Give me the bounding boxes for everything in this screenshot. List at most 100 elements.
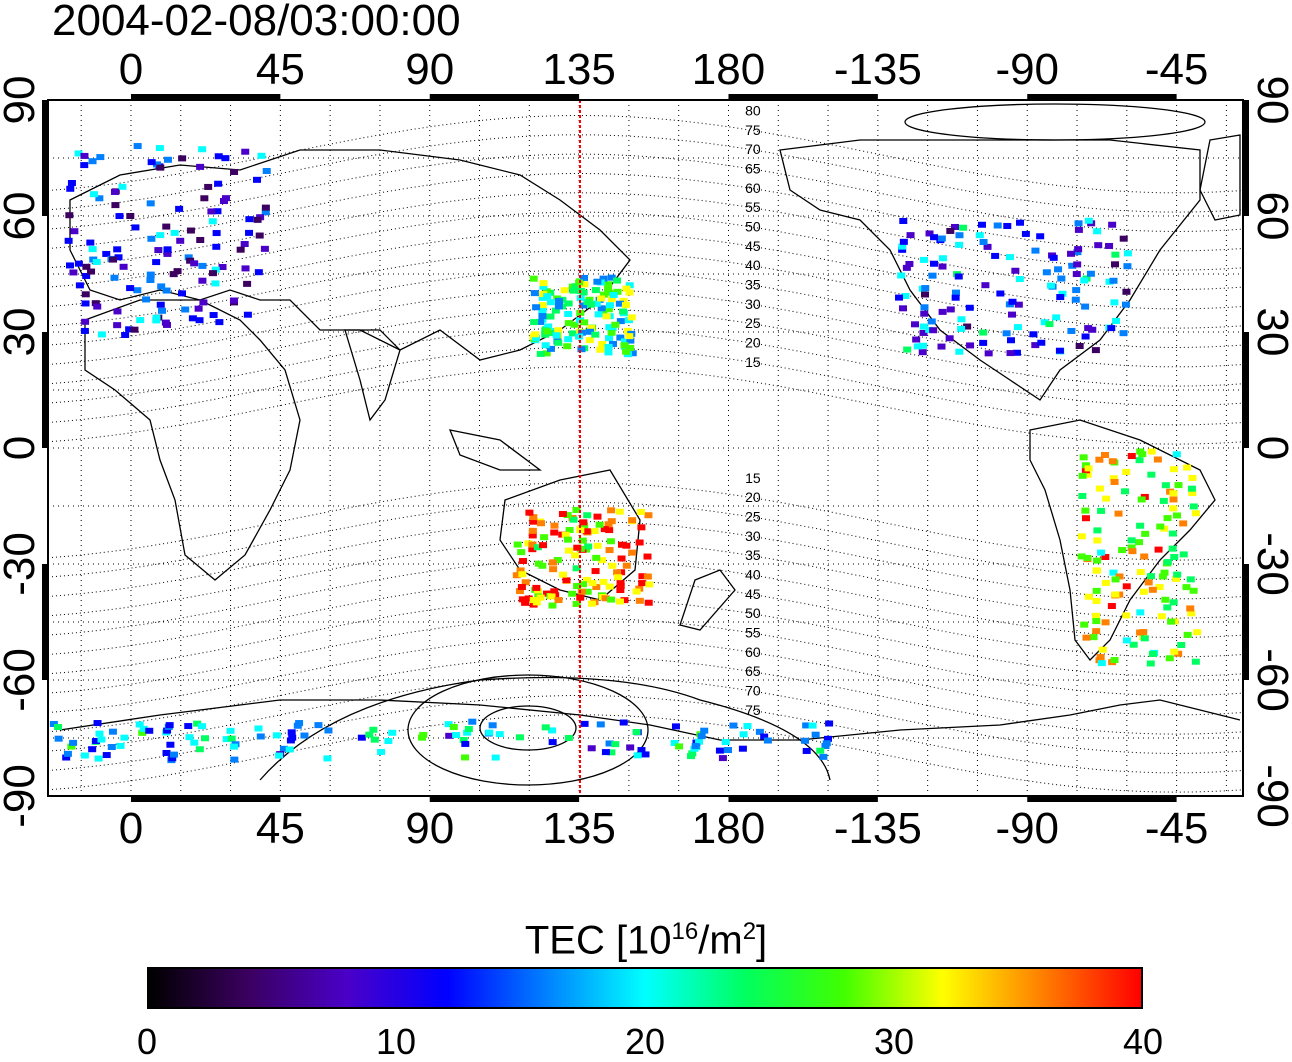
tec-cell-north-america <box>1086 270 1095 277</box>
tec-cell-europe <box>110 188 119 195</box>
lon-label-top: -45 <box>1145 45 1209 94</box>
tec-cell-north-america <box>945 335 954 342</box>
tec-cell-japan <box>615 300 624 307</box>
tec-cell-australia <box>536 520 545 527</box>
lat-label-left: 90 <box>0 76 44 125</box>
tec-cell-south-america <box>1083 471 1092 478</box>
tec-cell-europe <box>243 280 252 287</box>
graticule-grid <box>48 100 1243 796</box>
tec-cell-australia <box>605 583 614 590</box>
tec-cell-antarctica <box>463 729 472 736</box>
tec-cell-europe <box>75 282 84 289</box>
tec-cell-north-america <box>954 273 963 280</box>
tec-cell-north-america <box>1067 327 1076 334</box>
tec-cell-australia <box>528 546 537 553</box>
mlat-label: 70 <box>745 141 761 157</box>
tec-cell-europe <box>109 256 118 263</box>
tec-cell-north-america <box>919 323 928 330</box>
tec-cell-australia <box>573 583 582 590</box>
tec-cell-north-america <box>1015 276 1024 283</box>
frame-bar-bottom <box>130 796 281 802</box>
tec-cell-antarctica <box>801 737 810 744</box>
tec-cell-japan <box>539 291 548 298</box>
tec-cell-australia <box>518 571 527 578</box>
tec-cell-japan <box>623 327 632 334</box>
tec-cell-australia <box>604 521 613 528</box>
mlat-label: 50 <box>745 218 761 234</box>
frame-bar-right <box>1243 564 1249 680</box>
lat-label-left: -30 <box>0 532 44 596</box>
tec-cell-japan <box>541 331 550 338</box>
mlat-label: 70 <box>745 682 761 698</box>
tec-cell-australia <box>565 527 574 534</box>
tec-cell-europe <box>156 232 165 239</box>
tec-cell-north-america <box>937 343 946 350</box>
tec-cell-europe <box>91 300 100 307</box>
mlat-label: 75 <box>745 702 761 718</box>
tec-cell-europe <box>198 277 207 284</box>
tec-cell-antarctica <box>688 750 697 757</box>
tec-cell-antarctica <box>67 743 76 750</box>
tec-cell-antarctica <box>388 729 397 736</box>
colorbar-tick-label: 30 <box>873 1021 915 1062</box>
tec-cell-north-america <box>966 342 975 349</box>
tec-cell-australia <box>601 595 610 602</box>
tec-cell-antarctica <box>697 733 706 740</box>
tec-cell-japan <box>564 311 573 318</box>
tec-cell-europe <box>97 331 106 338</box>
tec-cell-australia <box>521 579 530 586</box>
tec-cell-australia <box>613 569 622 576</box>
tec-cell-australia <box>578 581 587 588</box>
tec-cell-antarctica <box>671 723 680 730</box>
tec-cell-north-america <box>919 329 928 336</box>
tec-cell-australia <box>584 543 593 550</box>
tec-cell-europe <box>119 263 128 270</box>
tec-cell-south-america <box>1079 454 1088 461</box>
tec-cell-japan <box>577 329 586 336</box>
tec-cell-north-america <box>1088 326 1097 333</box>
tec-cell-europe <box>198 146 207 153</box>
tec-cell-australia <box>568 590 577 597</box>
tec-cell-antarctica <box>195 746 204 753</box>
tec-cell-europe <box>257 152 266 159</box>
tec-cell-antarctica <box>102 752 111 759</box>
mlat-label: 40 <box>745 257 761 273</box>
tec-cell-japan <box>616 318 625 325</box>
tec-cell-australia <box>558 511 567 518</box>
tec-cell-australia <box>569 516 578 523</box>
tec-cell-north-america <box>1036 233 1045 240</box>
tec-cell-australia <box>563 536 572 543</box>
tec-cell-japan <box>622 348 631 355</box>
tec-cell-australia <box>577 588 586 595</box>
tec-cell-japan <box>587 325 596 332</box>
tec-cell-north-america <box>895 294 904 301</box>
lat-label-right: 90 <box>1248 76 1292 125</box>
tec-cell-australia <box>515 588 524 595</box>
tec-cell-north-america <box>937 235 946 242</box>
latitude-labels-left: 90 60 30 0 -30 -60 -90 <box>0 76 44 828</box>
tec-cell-antarctica <box>760 733 769 740</box>
tec-cell-europe <box>186 257 195 264</box>
tec-cell-europe <box>260 245 269 252</box>
tec-cell-antarctica <box>607 749 616 756</box>
tec-cell-japan <box>564 300 573 307</box>
mlat-label: 40 <box>745 566 761 582</box>
tec-cell-north-america <box>946 306 955 313</box>
tec-cell-south-america <box>1101 579 1110 586</box>
tec-cell-australia <box>615 508 624 515</box>
tec-cell-antarctica <box>168 755 177 762</box>
tec-cell-antarctica <box>611 741 620 748</box>
mlat-label: 35 <box>745 276 761 292</box>
tec-cell-japan <box>597 295 606 302</box>
mlat-label: 60 <box>745 180 761 196</box>
tec-cell-australia <box>590 528 599 535</box>
tec-cell-antarctica <box>275 752 284 759</box>
tec-cell-north-america <box>921 285 930 292</box>
tec-cell-north-america <box>1109 277 1118 284</box>
tec-cell-australia <box>622 562 631 569</box>
tec-cell-australia <box>532 584 541 591</box>
tec-cell-north-america <box>1011 267 1020 274</box>
tec-cell-australia <box>583 576 592 583</box>
tec-cell-antarctica <box>548 739 557 746</box>
tec-cell-japan <box>543 293 552 300</box>
